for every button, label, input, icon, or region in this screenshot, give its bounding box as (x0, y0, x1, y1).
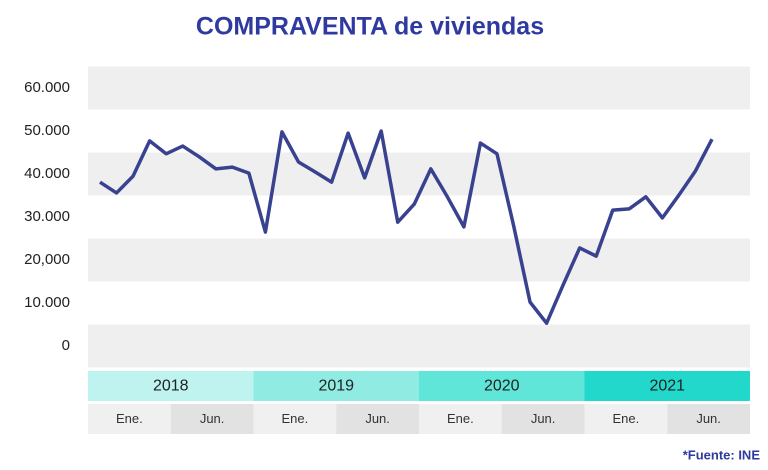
half-band (667, 404, 750, 434)
grid-band (88, 66, 750, 110)
year-band (584, 371, 750, 401)
y-tick-label: 60.000 (24, 79, 70, 96)
grid-band (88, 152, 750, 196)
half-label: Ene. (447, 411, 474, 426)
line (99, 129, 714, 325)
chart-title: COMPRAVENTA de viviendas (196, 13, 544, 41)
half-label: Jun. (365, 411, 390, 426)
half-band (336, 404, 419, 434)
y-tick-label: 20,000 (24, 251, 70, 268)
year-label: 2020 (484, 378, 520, 395)
half-band (170, 404, 254, 434)
grid-band (88, 324, 750, 368)
year-label: 2019 (318, 378, 354, 395)
year-band (253, 371, 419, 401)
source: *Fuente: INE (683, 447, 761, 462)
year-band (419, 371, 585, 401)
half-band (584, 404, 668, 434)
y-tick-label: 10.000 (24, 294, 70, 311)
year-label: 2018 (153, 378, 189, 395)
half-band (419, 404, 502, 434)
half-band (501, 404, 585, 434)
half-label: Ene. (613, 411, 640, 426)
y-tick-label: 40.000 (24, 165, 70, 182)
year-label: 2021 (649, 378, 685, 395)
half-label: Jun. (696, 411, 721, 426)
grid-band (88, 238, 750, 282)
y-tick-label: 0 (62, 337, 70, 354)
half-label: Ene. (116, 411, 143, 426)
half-band (253, 404, 337, 434)
half-label: Jun. (200, 411, 225, 426)
half-band (88, 404, 171, 434)
y-tick-label: 30.000 (24, 208, 70, 225)
half-label: Ene. (282, 411, 309, 426)
half-label: Jun. (531, 411, 556, 426)
y-tick-label: 50.000 (24, 122, 70, 139)
year-band (88, 371, 254, 401)
